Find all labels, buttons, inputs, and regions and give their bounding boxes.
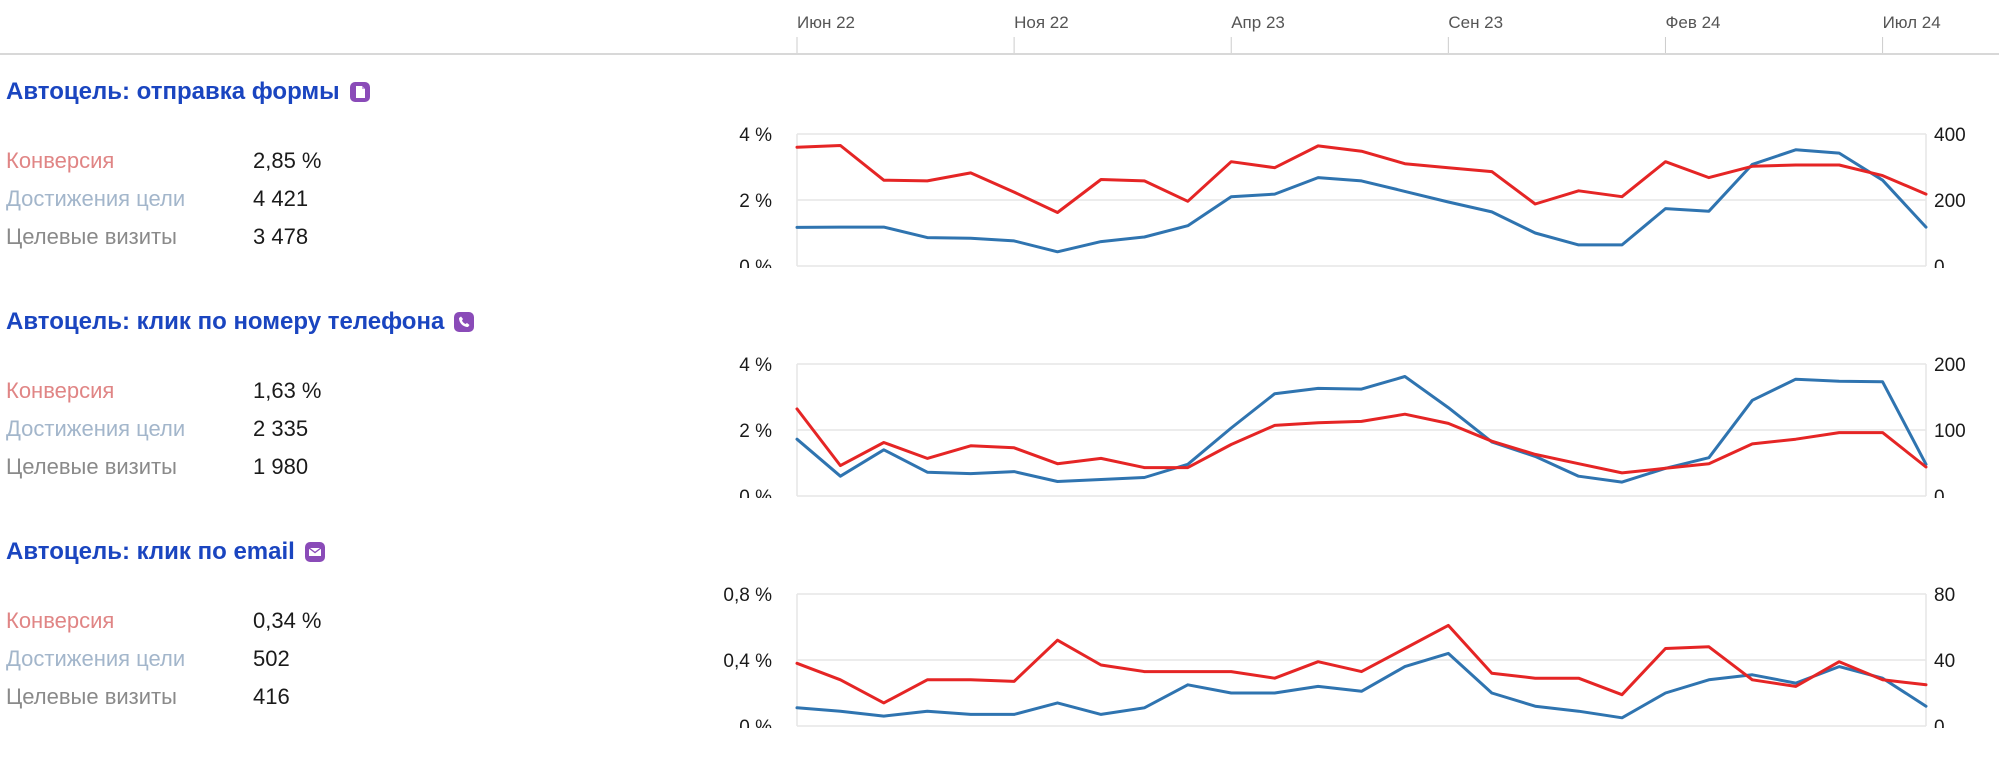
goal-chart: 0 % 0 2 % 100 4 % 200 (739, 355, 1966, 498)
metric-conversion: Конверсия 1,63 % (6, 378, 366, 416)
goal-title-text[interactable]: Автоцель: отправка формы (6, 78, 340, 105)
reaches-series-line[interactable] (795, 651, 1928, 720)
timeline-tick-label: Сен 23 (1448, 13, 1503, 32)
metric-visits: Целевые визиты 3 478 (6, 224, 366, 262)
email-icon (304, 541, 326, 563)
y-left-tick-label: 4 % (739, 355, 772, 376)
y-right-tick-label: 0 (1934, 257, 1945, 268)
metric-value: 4 421 (253, 186, 309, 211)
timeline-tick-label: Фев 24 (1665, 13, 1720, 32)
goal-chart: 0 % 0 2 % 200 4 % 400 (739, 125, 1966, 268)
reaches-series-line[interactable] (795, 148, 1928, 254)
form-icon (349, 81, 371, 103)
conversion-series-line[interactable] (795, 144, 1928, 214)
timeline-tick-label: Июн 22 (797, 13, 855, 32)
goal-chart: 0 % 0 0,4 % 40 0,8 % 80 (723, 585, 1955, 728)
y-right-tick-label: 200 (1934, 355, 1966, 376)
metric-value: 416 (253, 684, 290, 709)
goal-metrics: Конверсия 2,85 % Достижения цели 4 421 Ц… (6, 148, 366, 262)
metric-reaches: Достижения цели 502 (6, 646, 366, 684)
metric-visits: Целевые визиты 1 980 (6, 454, 366, 492)
metric-label: Конверсия (6, 608, 115, 633)
metric-value: 502 (253, 646, 290, 671)
timeline-divider (0, 53, 1999, 55)
goal-title-text[interactable]: Автоцель: клик по email (6, 538, 295, 565)
timeline-tick-label: Ноя 22 (1014, 13, 1069, 32)
metric-label: Достижения цели (6, 416, 186, 441)
goal-title[interactable]: Автоцель: клик по номеру телефона (6, 308, 475, 336)
metric-value: 0,34 % (253, 608, 322, 633)
metric-value: 1,63 % (253, 378, 322, 403)
timeline-tick-label: Июл 24 (1883, 13, 1941, 32)
y-right-tick-label: 100 (1934, 421, 1966, 442)
y-left-tick-label: 0,8 % (723, 585, 772, 606)
y-left-tick-label: 2 % (739, 421, 772, 442)
metric-label: Целевые визиты (6, 224, 177, 249)
y-left-tick-label: 0 % (739, 257, 772, 268)
goal-title[interactable]: Автоцель: клик по email (6, 538, 326, 566)
y-left-tick-label: 0 % (739, 487, 772, 498)
conversion-series-line[interactable] (795, 407, 1928, 475)
metric-value: 2 335 (253, 416, 309, 441)
metric-value: 3 478 (253, 224, 309, 249)
goal-metrics: Конверсия 1,63 % Достижения цели 2 335 Ц… (6, 378, 366, 492)
y-right-tick-label: 40 (1934, 651, 1955, 672)
metric-visits: Целевые визиты 416 (6, 684, 366, 722)
conversion-series-line[interactable] (795, 623, 1928, 705)
goal-block-form: Автоцель: отправка формы Конверсия 2,85 … (0, 78, 1999, 306)
goal-block-email: Автоцель: клик по email Конверсия 0,34 %… (0, 538, 1999, 766)
phone-icon (453, 311, 475, 333)
metric-label: Целевые визиты (6, 454, 177, 479)
goal-metrics: Конверсия 0,34 % Достижения цели 502 Цел… (6, 608, 366, 722)
metric-label: Достижения цели (6, 646, 186, 671)
y-right-tick-label: 0 (1934, 717, 1945, 728)
metric-conversion: Конверсия 2,85 % (6, 148, 366, 186)
timeline-svg: Июн 22 Ноя 22 Апр 23 Сен 23 Фев 24 Июл 24 (796, 13, 1941, 53)
metric-label: Конверсия (6, 378, 115, 403)
timeline-tick-label: Апр 23 (1231, 13, 1285, 32)
metric-conversion: Конверсия 0,34 % (6, 608, 366, 646)
goal-title[interactable]: Автоцель: отправка формы (6, 78, 371, 106)
goal-block-phone: Автоцель: клик по номеру телефона Конвер… (0, 308, 1999, 536)
metric-label: Целевые визиты (6, 684, 177, 709)
y-right-tick-label: 0 (1934, 487, 1945, 498)
metric-value: 2,85 % (253, 148, 322, 173)
y-right-tick-label: 80 (1934, 585, 1955, 606)
metric-label: Конверсия (6, 148, 115, 173)
metric-value: 1 980 (253, 454, 309, 479)
y-left-tick-label: 0,4 % (723, 651, 772, 672)
metric-reaches: Достижения цели 4 421 (6, 186, 366, 224)
y-left-tick-label: 0 % (739, 717, 772, 728)
reaches-series-line[interactable] (795, 375, 1928, 484)
y-left-tick-label: 4 % (739, 125, 772, 146)
y-left-tick-label: 2 % (739, 191, 772, 212)
timeline-axis: Июн 22 Ноя 22 Апр 23 Сен 23 Фев 24 Июл 24 (0, 0, 1999, 56)
y-right-tick-label: 400 (1934, 125, 1966, 146)
metric-label: Достижения цели (6, 186, 186, 211)
y-right-tick-label: 200 (1934, 191, 1966, 212)
metric-reaches: Достижения цели 2 335 (6, 416, 366, 454)
goal-title-text[interactable]: Автоцель: клик по номеру телефона (6, 308, 445, 335)
